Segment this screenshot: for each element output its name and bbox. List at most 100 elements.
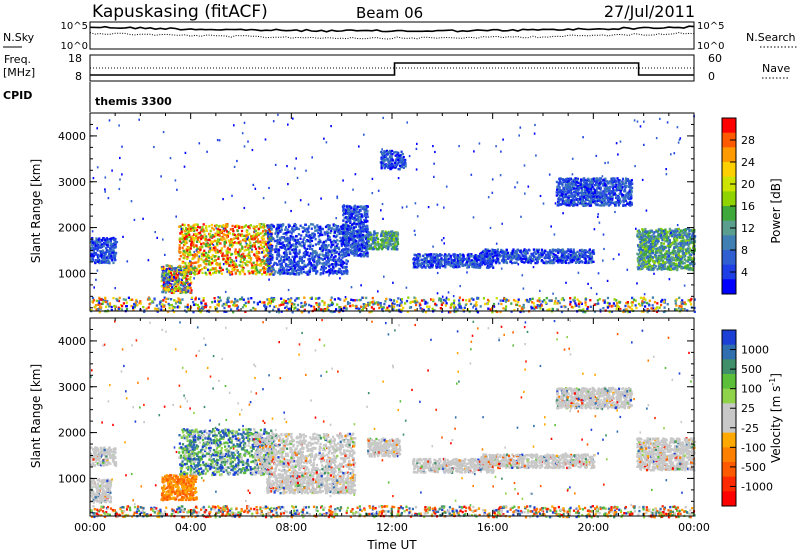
- heatmap-cell: [360, 215, 363, 219]
- heatmap-cell: [169, 270, 172, 273]
- heatmap-cell: [204, 271, 207, 275]
- heatmap-cell: [377, 248, 380, 251]
- heatmap-cell: [299, 224, 302, 227]
- heatmap-cell: [577, 257, 580, 261]
- heatmap-cell: [194, 227, 197, 230]
- heatmap-cell: [477, 265, 480, 269]
- heatmap-cell: [350, 230, 353, 234]
- heatmap-cell: [315, 262, 318, 265]
- heatmap-cell: [195, 234, 198, 237]
- heatmap-cell: [451, 265, 455, 268]
- heatmap-cell: [182, 291, 185, 294]
- heatmap-cell: [306, 270, 309, 273]
- heatmap-cell: [583, 250, 587, 254]
- heatmap-cell: [359, 246, 362, 249]
- heatmap-cell: [91, 239, 94, 242]
- heatmap-cell: [317, 254, 320, 257]
- heatmap-cell: [549, 259, 552, 262]
- cpid-value: themis 3300: [95, 95, 172, 108]
- heatmap-cell: [431, 266, 434, 269]
- heatmap-cell: [394, 243, 397, 246]
- heatmap-cell: [293, 273, 296, 276]
- heatmap-cell: [364, 229, 367, 233]
- heatmap-cell: [274, 232, 277, 235]
- heatmap-cell: [334, 269, 337, 273]
- heatmap-cell: [552, 249, 555, 252]
- heatmap-cell: [594, 197, 597, 200]
- heatmap-cell: [333, 271, 337, 274]
- heatmap-cell: [293, 224, 296, 228]
- heatmap-cell: [225, 256, 228, 259]
- heatmap-cell: [568, 204, 571, 207]
- heatmap-cell: [414, 263, 417, 266]
- heatmap-cell: [252, 225, 255, 229]
- heatmap-cell: [283, 272, 286, 275]
- heatmap-cell: [362, 223, 365, 227]
- heatmap-cell: [108, 238, 111, 241]
- heatmap-cell: [574, 251, 577, 255]
- heatmap-cell: [306, 273, 309, 276]
- heatmap-cell: [205, 238, 208, 241]
- heatmap-cell: [565, 203, 568, 206]
- heatmap-cell: [109, 252, 112, 255]
- heatmap-cell: [251, 235, 254, 238]
- heatmap-cell: [344, 269, 347, 272]
- heatmap-cell: [187, 230, 190, 233]
- heatmap-cell: [195, 253, 198, 257]
- heatmap-cell: [169, 284, 172, 287]
- heatmap-cell: [210, 257, 213, 261]
- heatmap-cell: [217, 230, 220, 233]
- heatmap-cell: [183, 273, 186, 276]
- heatmap-cell: [566, 250, 569, 253]
- heatmap-cell: [324, 246, 327, 250]
- heatmap-cell: [175, 280, 179, 283]
- heatmap-cell: [567, 261, 570, 265]
- heatmap-cell: [288, 258, 291, 261]
- heatmap-cell: [217, 240, 220, 243]
- heatmap-cell: [249, 246, 252, 250]
- heatmap-cell: [362, 221, 365, 225]
- heatmap-cell: [165, 278, 168, 281]
- heatmap-cell: [572, 182, 575, 185]
- heatmap-cell: [393, 161, 396, 165]
- heatmap-cell: [467, 265, 471, 269]
- heatmap-cell: [278, 271, 281, 274]
- heatmap-cell: [283, 236, 286, 239]
- heatmap-cell: [624, 199, 627, 202]
- heatmap-cell: [440, 257, 443, 260]
- heatmap-cell: [597, 199, 600, 202]
- heatmap-cell: [346, 238, 349, 241]
- heatmap-cell: [421, 261, 424, 264]
- heatmap-cell: [292, 230, 295, 233]
- heatmap-cell: [630, 193, 633, 196]
- heatmap-cell: [218, 262, 222, 265]
- heatmap-cell: [241, 246, 244, 249]
- heatmap-cell: [189, 270, 193, 274]
- heatmap-cell: [397, 160, 400, 163]
- heatmap-cell: [341, 240, 344, 244]
- station-title: Kapuskasing (fitACF): [92, 2, 268, 22]
- heatmap-cell: [414, 265, 417, 269]
- heatmap-cell: [280, 246, 283, 249]
- heatmap-cell: [341, 249, 344, 252]
- heatmap-cell: [189, 278, 192, 281]
- heatmap-cell: [571, 260, 574, 263]
- heatmap-cell: [332, 223, 335, 226]
- heatmap-cell: [295, 262, 298, 265]
- heatmap-cell: [109, 247, 112, 250]
- heatmap-cell: [499, 250, 503, 254]
- heatmap-cell: [614, 204, 617, 207]
- heatmap-cell: [351, 217, 355, 220]
- heatmap-cell: [512, 253, 515, 256]
- heatmap-cell: [165, 281, 168, 284]
- heatmap-cell: [199, 234, 203, 237]
- heatmap-cell: [313, 260, 316, 263]
- heatmap-cell: [319, 233, 322, 237]
- heatmap-cell: [289, 252, 292, 255]
- heatmap-cell: [249, 261, 252, 264]
- heatmap-cell: [239, 240, 242, 243]
- heatmap-cell: [542, 261, 545, 265]
- heatmap-cell: [247, 253, 250, 256]
- heatmap-cell: [244, 224, 248, 227]
- heatmap-cell: [233, 233, 236, 237]
